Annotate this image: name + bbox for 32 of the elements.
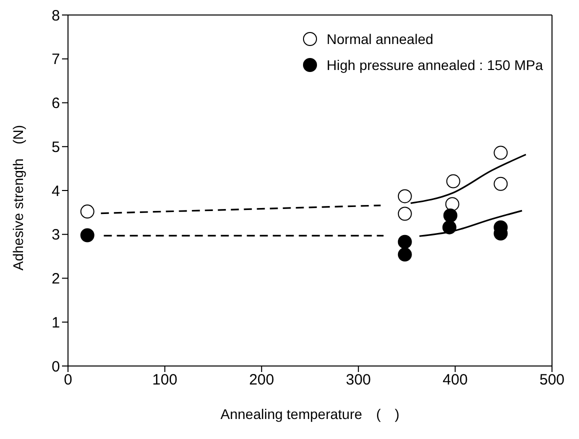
point xyxy=(442,220,456,234)
y-tick-label: 7 xyxy=(52,51,60,68)
x-tick-label: 400 xyxy=(442,372,468,389)
point xyxy=(445,197,460,212)
point xyxy=(494,146,508,160)
x-tick-label: 0 xyxy=(64,372,72,389)
point xyxy=(80,204,94,219)
x-tick-label: 200 xyxy=(249,372,274,389)
y-tick-label: 0 xyxy=(52,358,60,376)
line-series xyxy=(418,210,523,237)
point xyxy=(446,174,460,188)
y-tick-label: 6 xyxy=(52,95,60,112)
point xyxy=(494,176,508,191)
y-axis-title: Adhesive strength (N) xyxy=(10,124,26,270)
y-tick-label: 2 xyxy=(52,270,60,288)
x-tick-label: 500 xyxy=(539,372,565,389)
y-tick-label: 5 xyxy=(52,138,60,156)
x-axis-title: Annealing temperature ( ) xyxy=(220,406,400,422)
point xyxy=(398,206,412,221)
point xyxy=(398,234,412,249)
y-tick-label: 8 xyxy=(52,7,60,24)
y-tick-label: 4 xyxy=(52,182,60,200)
y-tick-label: 3 xyxy=(52,226,60,244)
legend-label: High pressure annealed : 150 MPa xyxy=(326,56,543,75)
point xyxy=(80,228,94,242)
x-tick-label: 100 xyxy=(152,372,178,389)
x-tick-label: 300 xyxy=(346,372,371,389)
point xyxy=(398,248,412,262)
point xyxy=(398,189,412,204)
legend-label: Normal annealed xyxy=(326,30,434,49)
y-tick-label: 1 xyxy=(52,314,60,332)
point xyxy=(443,208,458,223)
